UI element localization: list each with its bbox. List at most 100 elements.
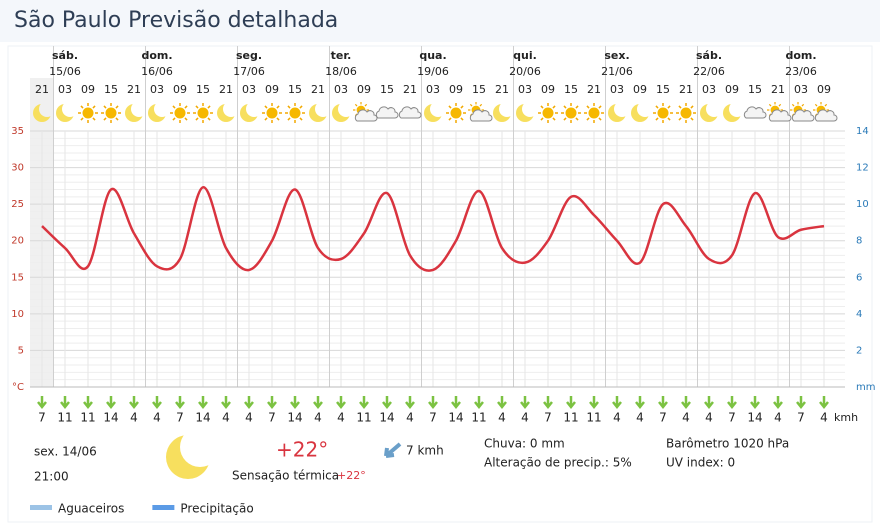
hour-label: 03 xyxy=(794,83,808,96)
sun-disc xyxy=(588,107,600,119)
hour-label: 09 xyxy=(173,83,187,96)
sun-ray xyxy=(667,105,671,109)
wind-unit: kmh xyxy=(834,411,858,424)
sun-ray xyxy=(575,105,579,109)
weather-icon xyxy=(424,104,442,122)
weather-icon xyxy=(608,104,626,122)
uv-index: UV index: 0 xyxy=(666,456,735,470)
sun-ray xyxy=(824,103,828,107)
moon xyxy=(56,104,74,122)
wind-arrow xyxy=(244,396,254,410)
weather-icon xyxy=(78,103,98,123)
hour-label: 21 xyxy=(219,83,233,96)
wind-arrow xyxy=(704,396,714,410)
wind-speed: 7 xyxy=(38,411,46,425)
sun-ray xyxy=(80,105,84,109)
wind-arrow xyxy=(543,396,553,410)
wind-arrow xyxy=(658,396,668,410)
hour-label: 15 xyxy=(656,83,670,96)
hour-label: 09 xyxy=(541,83,555,96)
sun-ray xyxy=(563,105,567,109)
moon xyxy=(240,104,258,122)
moon xyxy=(608,104,626,122)
sun-disc xyxy=(174,107,186,119)
wind-arrow xyxy=(451,396,461,410)
sun-ray xyxy=(184,117,188,121)
sun-ray xyxy=(92,105,96,109)
weather-icon xyxy=(101,103,121,123)
weather-icon xyxy=(467,101,493,122)
y2-tick-label: 2 xyxy=(856,345,862,356)
weather-icon xyxy=(148,104,166,122)
hour-label: 03 xyxy=(58,83,72,96)
weather-icon xyxy=(170,103,190,123)
pressure: Barômetro 1020 hPa xyxy=(666,437,789,451)
wind-arrow xyxy=(60,396,70,410)
moon xyxy=(33,104,51,122)
y-tick-label: 25 xyxy=(11,199,24,210)
day-name: qua. xyxy=(419,49,446,62)
sun-ray xyxy=(276,117,280,121)
wind-speed: 4 xyxy=(613,411,621,425)
hour-label: 15 xyxy=(748,83,762,96)
weather-icon xyxy=(743,106,767,119)
sun-ray xyxy=(115,117,119,121)
cloud xyxy=(375,106,399,119)
cloud xyxy=(814,109,838,122)
current-wind: 7 kmh xyxy=(406,444,444,458)
wind-speed: 14 xyxy=(448,411,463,425)
day-date: 16/06 xyxy=(141,65,173,78)
day-date: 20/06 xyxy=(509,65,541,78)
sun-ray xyxy=(540,117,544,121)
hour-label: 21 xyxy=(35,83,49,96)
wind-arrow xyxy=(382,396,392,410)
y-tick-label: °C xyxy=(12,382,24,393)
hour-label: 15 xyxy=(380,83,394,96)
weather-icon xyxy=(493,104,511,122)
day-date: 15/06 xyxy=(49,65,81,78)
weather-icon xyxy=(653,103,673,123)
hour-label: 09 xyxy=(633,83,647,96)
current-time: 21:00 xyxy=(34,470,69,484)
weather-icon xyxy=(398,106,422,119)
wind-speed: 4 xyxy=(314,411,322,425)
sun-ray xyxy=(92,117,96,121)
cloud xyxy=(791,109,815,122)
y-tick-label: 30 xyxy=(11,163,24,174)
day-name: seg. xyxy=(236,49,262,62)
wind-arrow xyxy=(359,396,369,410)
wind-speed: 4 xyxy=(337,411,345,425)
sun-ray xyxy=(655,117,659,121)
sun-disc xyxy=(289,107,301,119)
legend-label: Precipitação xyxy=(180,502,253,516)
sun-ray xyxy=(469,103,473,107)
moon xyxy=(700,104,718,122)
wind-arrow xyxy=(750,396,760,410)
wind-arrow xyxy=(819,396,829,410)
hour-label: 21 xyxy=(127,83,141,96)
wind-speed: 11 xyxy=(471,411,486,425)
sun-ray xyxy=(264,117,268,121)
cloud xyxy=(768,109,792,122)
wind-arrow xyxy=(336,396,346,410)
moon xyxy=(424,104,442,122)
rain: Chuva: 0 mm xyxy=(484,437,565,451)
y2-tick-label: mm xyxy=(856,382,875,393)
sun-ray xyxy=(655,105,659,109)
cloud xyxy=(398,106,422,119)
wind-speed: 4 xyxy=(245,411,253,425)
wind-speed: 11 xyxy=(563,411,578,425)
sun-ray xyxy=(778,103,782,107)
wind-speed: 4 xyxy=(774,411,782,425)
wind-speed: 4 xyxy=(498,411,506,425)
wind-arrow xyxy=(635,396,645,410)
y2-tick-label: 12 xyxy=(856,163,869,174)
moon xyxy=(332,104,350,122)
hour-label: 09 xyxy=(265,83,279,96)
moon xyxy=(217,104,235,122)
hour-label: 03 xyxy=(610,83,624,96)
temperature-line xyxy=(41,186,825,272)
weather-icon xyxy=(217,104,235,122)
wind-arrow xyxy=(267,396,277,410)
sun-ray xyxy=(172,105,176,109)
